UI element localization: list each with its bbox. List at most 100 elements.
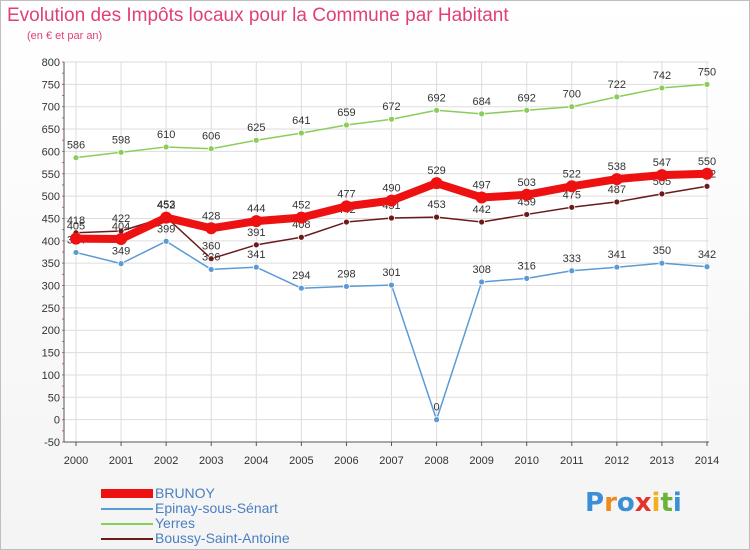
- data-point-brunoy: [385, 194, 398, 207]
- y-tick-label: 800: [42, 57, 60, 69]
- data-label-epinay-sous-senart: 342: [698, 249, 716, 261]
- data-label-epinay-sous-senart: 308: [472, 264, 490, 276]
- data-label-yerres: 750: [698, 66, 716, 78]
- data-label-epinay-sous-senart: 316: [518, 260, 536, 272]
- data-point-brunoy: [565, 180, 578, 193]
- data-label-epinay-sous-senart: 399: [157, 223, 175, 235]
- data-point-boussy-saint-antoine: [658, 190, 666, 198]
- legend-label: Boussy-Saint-Antoine: [155, 530, 290, 546]
- data-label-yerres: 672: [382, 101, 400, 113]
- legend-item-epinay: Epinay-sous-Sénart: [101, 501, 290, 516]
- x-tick-label: 2007: [379, 455, 403, 467]
- data-point-brunoy: [250, 215, 263, 228]
- data-label-brunoy: 404: [112, 221, 130, 233]
- plot-area: [64, 62, 709, 442]
- data-point-epinay-sous-senart: [433, 416, 440, 424]
- data-point-brunoy: [115, 233, 128, 246]
- data-point-yerres: [117, 148, 125, 156]
- data-label-yerres: 606: [202, 131, 220, 143]
- data-point-yerres: [343, 121, 350, 129]
- data-label-epinay-sous-senart: 341: [608, 249, 626, 261]
- data-point-epinay-sous-senart: [72, 249, 80, 256]
- x-tick-label: 2012: [605, 455, 629, 467]
- y-tick-label: -50: [44, 437, 60, 449]
- data-point-epinay-sous-senart: [568, 267, 576, 275]
- y-tick-label: 300: [42, 281, 60, 293]
- y-tick-label: 500: [42, 191, 60, 203]
- data-point-yerres: [613, 93, 621, 101]
- data-point-epinay-sous-senart: [207, 266, 215, 273]
- legend-item-brunoy: BRUNOY: [101, 486, 290, 501]
- data-point-brunoy: [701, 167, 713, 180]
- data-label-epinay-sous-senart: 341: [247, 249, 265, 261]
- x-tick-label: 2008: [424, 455, 448, 467]
- data-point-yerres: [523, 106, 531, 114]
- data-label-boussy-saint-antoine: 360: [202, 241, 220, 253]
- data-point-brunoy: [205, 222, 218, 235]
- x-tick-label: 2014: [695, 455, 719, 467]
- y-tick-label: 250: [42, 303, 60, 315]
- chart-title: Evolution des Impôts locaux pour la Comm…: [7, 5, 509, 26]
- data-label-epinay-sous-senart: 298: [337, 268, 355, 280]
- data-label-yerres: 598: [112, 134, 130, 146]
- data-label-yerres: 742: [653, 70, 671, 82]
- legend-label: BRUNOY: [155, 485, 215, 501]
- y-tick-label: 350: [42, 258, 60, 270]
- data-label-brunoy: 547: [653, 157, 671, 169]
- data-point-boussy-saint-antoine: [478, 218, 486, 226]
- data-point-yerres: [207, 145, 215, 153]
- data-point-brunoy: [475, 191, 488, 204]
- data-label-yerres: 722: [608, 79, 626, 91]
- y-tick-label: 100: [42, 370, 60, 382]
- x-tick-label: 2003: [199, 455, 223, 467]
- data-point-yerres: [162, 143, 170, 151]
- data-label-boussy-saint-antoine: 408: [292, 219, 310, 231]
- data-label-epinay-sous-senart: 350: [653, 245, 671, 257]
- y-tick-label: 400: [42, 236, 60, 248]
- legend-label: Epinay-sous-Sénart: [155, 500, 278, 516]
- data-point-boussy-saint-antoine: [297, 233, 305, 241]
- data-point-yerres: [703, 80, 711, 88]
- x-tick-label: 2009: [469, 455, 493, 467]
- data-label-yerres: 610: [157, 129, 175, 141]
- y-tick-label: 150: [42, 348, 60, 360]
- data-point-brunoy: [295, 211, 308, 224]
- data-label-yerres: 700: [563, 89, 581, 101]
- data-point-brunoy: [520, 188, 533, 201]
- data-point-epinay-sous-senart: [388, 281, 395, 289]
- data-label-boussy-saint-antoine: 459: [518, 196, 536, 208]
- legend-swatch-epinay: [101, 507, 153, 510]
- data-point-epinay-sous-senart: [252, 263, 260, 271]
- data-point-boussy-saint-antoine: [343, 218, 350, 226]
- x-tick-label: 2006: [334, 455, 358, 467]
- y-tick-label: 550: [42, 169, 60, 181]
- data-label-boussy-saint-antoine: 453: [157, 199, 175, 211]
- data-label-brunoy: 503: [518, 177, 536, 189]
- data-point-epinay-sous-senart: [613, 263, 621, 271]
- data-point-boussy-saint-antoine: [523, 211, 531, 218]
- x-tick-label: 2000: [64, 455, 88, 467]
- legend-item-boussy: Boussy-Saint-Antoine: [101, 531, 290, 546]
- data-point-epinay-sous-senart: [297, 284, 305, 292]
- legend-label: Yerres: [155, 515, 195, 531]
- data-label-brunoy: 497: [472, 179, 490, 191]
- data-label-epinay-sous-senart: 294: [292, 270, 310, 282]
- data-label-brunoy: 452: [292, 200, 310, 212]
- data-point-yerres: [433, 106, 440, 114]
- y-tick-label: 650: [42, 124, 60, 136]
- data-label-brunoy: 522: [563, 168, 581, 180]
- data-label-epinay-sous-senart: 333: [563, 253, 581, 265]
- data-point-yerres: [72, 154, 80, 162]
- data-point-epinay-sous-senart: [478, 278, 486, 286]
- data-label-yerres: 684: [472, 96, 490, 108]
- y-tick-label: 50: [48, 392, 60, 404]
- x-tick-label: 2013: [650, 455, 674, 467]
- data-label-boussy-saint-antoine: 487: [608, 184, 626, 196]
- data-label-yerres: 692: [518, 92, 536, 104]
- data-point-brunoy: [340, 200, 353, 213]
- legend: BRUNOY Epinay-sous-Sénart Yerres Boussy-…: [101, 486, 290, 546]
- x-tick-label: 2001: [109, 455, 133, 467]
- data-label-yerres: 659: [337, 107, 355, 119]
